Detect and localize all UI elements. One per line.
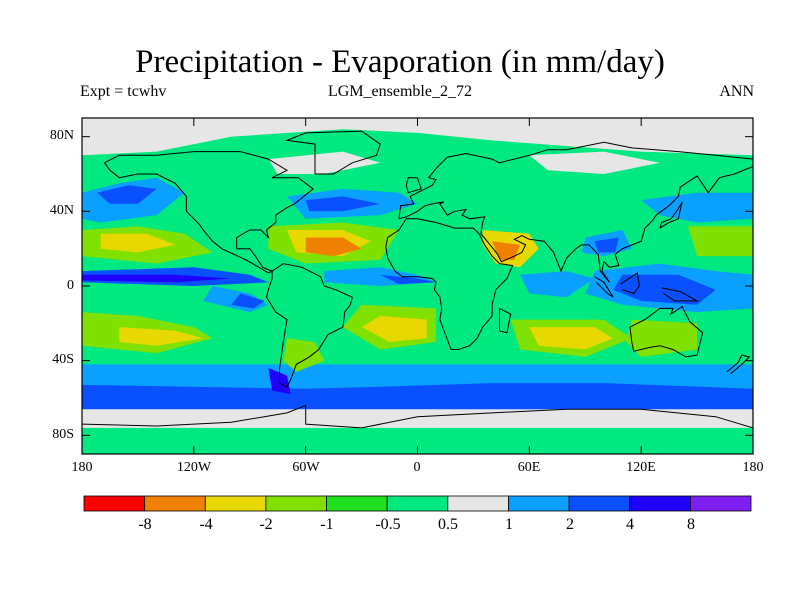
subtropical-natl-very-dry: [305, 237, 362, 257]
coastline: [385, 218, 514, 350]
coastline: [398, 141, 753, 283]
colorbar-swatch: [326, 495, 388, 512]
colorbar-tick-label: -4: [199, 516, 213, 533]
coastline: [499, 307, 512, 334]
contour-fill-layer: [82, 118, 753, 454]
colorbar-swatch: [629, 495, 691, 512]
red-sea-dry: [492, 241, 520, 260]
lon-tick-label: 120W: [176, 460, 212, 475]
lon-tick-label: 180: [71, 460, 93, 475]
lon-tick-label: 0: [413, 460, 421, 475]
coastline: [661, 287, 700, 302]
colorbar-swatch: [568, 495, 631, 512]
coastline: [594, 276, 614, 298]
colorbar-tick-label: -8: [138, 516, 152, 533]
lat-tick-label: 80S: [52, 427, 74, 442]
season-label: ANN: [719, 83, 754, 100]
coastline: [620, 272, 640, 295]
coastline: [405, 177, 422, 194]
lat-tick-label: 40S: [52, 352, 74, 367]
colorbar-tick-label: -1: [320, 516, 334, 533]
lat-tick-label: 80N: [49, 128, 74, 143]
colorbar-swatch: [447, 495, 509, 512]
se-asia-wet-strong: [594, 237, 619, 253]
coastline: [659, 201, 683, 229]
north-pacific-wet-strong: [96, 185, 157, 204]
ensemble-label: LGM_ensemble_2_72: [328, 83, 472, 100]
itcz-pacific-strong: [82, 274, 232, 283]
axis-ticks: [81, 118, 754, 454]
plot-title: Precipitation - Evaporation (in mm/day): [135, 44, 665, 80]
colorbar-tick-label: -2: [259, 516, 273, 533]
colorbar-swatch: [204, 495, 267, 512]
south-atlantic-dry-strong: [361, 315, 427, 342]
band-southern-ocean-strong: [82, 383, 753, 413]
itcz-atlantic-strong: [380, 274, 437, 285]
colorbar-tick-label: 4: [626, 516, 634, 533]
band-antarctic-white: [82, 409, 753, 428]
greenland-white: [268, 151, 381, 174]
east-pacific-wet-strong: [231, 293, 265, 309]
subtropical-npac-west: [687, 226, 753, 257]
colorbar-tick-label: 0.5: [438, 516, 458, 533]
siberia-white: [529, 151, 660, 174]
colorbar: [83, 495, 752, 512]
colorbar-tick-label: 8: [687, 516, 695, 533]
coastline: [82, 404, 753, 429]
colorbar-swatch: [144, 495, 206, 512]
subtropical-npac-dry: [100, 233, 176, 253]
south-indian-dry-strong: [529, 327, 614, 350]
colorbar-swatch: [689, 495, 752, 512]
lon-tick-label: 180: [742, 460, 764, 475]
experiment-label: Expt = tcwhv: [80, 83, 167, 100]
south-pacific-dry-strong: [119, 327, 204, 346]
lon-tick-label: 60E: [517, 460, 541, 475]
coastline: [726, 354, 751, 375]
australia-dry: [626, 319, 698, 357]
colorbar-swatch: [265, 495, 327, 512]
north-atlantic-wet-strong: [305, 196, 381, 212]
lat-tick-label: 0: [67, 278, 74, 293]
colorbar-tick-label: -0.5: [375, 516, 401, 533]
coastline-layer: [82, 130, 753, 429]
colorbar-tick-label: 2: [566, 516, 574, 533]
colorbar-swatch: [508, 495, 570, 512]
nw-pacific-wet: [641, 192, 753, 223]
colorbar-swatch: [386, 495, 449, 512]
colorbar-tick-label: 1: [505, 516, 513, 533]
coastline: [103, 151, 314, 274]
patagonia-dry: [283, 338, 325, 372]
coastline: [265, 263, 353, 388]
indian-itcz: [520, 271, 595, 298]
colorbar-swatch: [83, 495, 146, 512]
lon-tick-label: 60W: [292, 460, 320, 475]
coastline: [629, 305, 704, 358]
lat-tick-label: 40N: [49, 203, 74, 218]
coastline: [285, 130, 381, 175]
lon-tick-label: 120E: [626, 460, 656, 475]
